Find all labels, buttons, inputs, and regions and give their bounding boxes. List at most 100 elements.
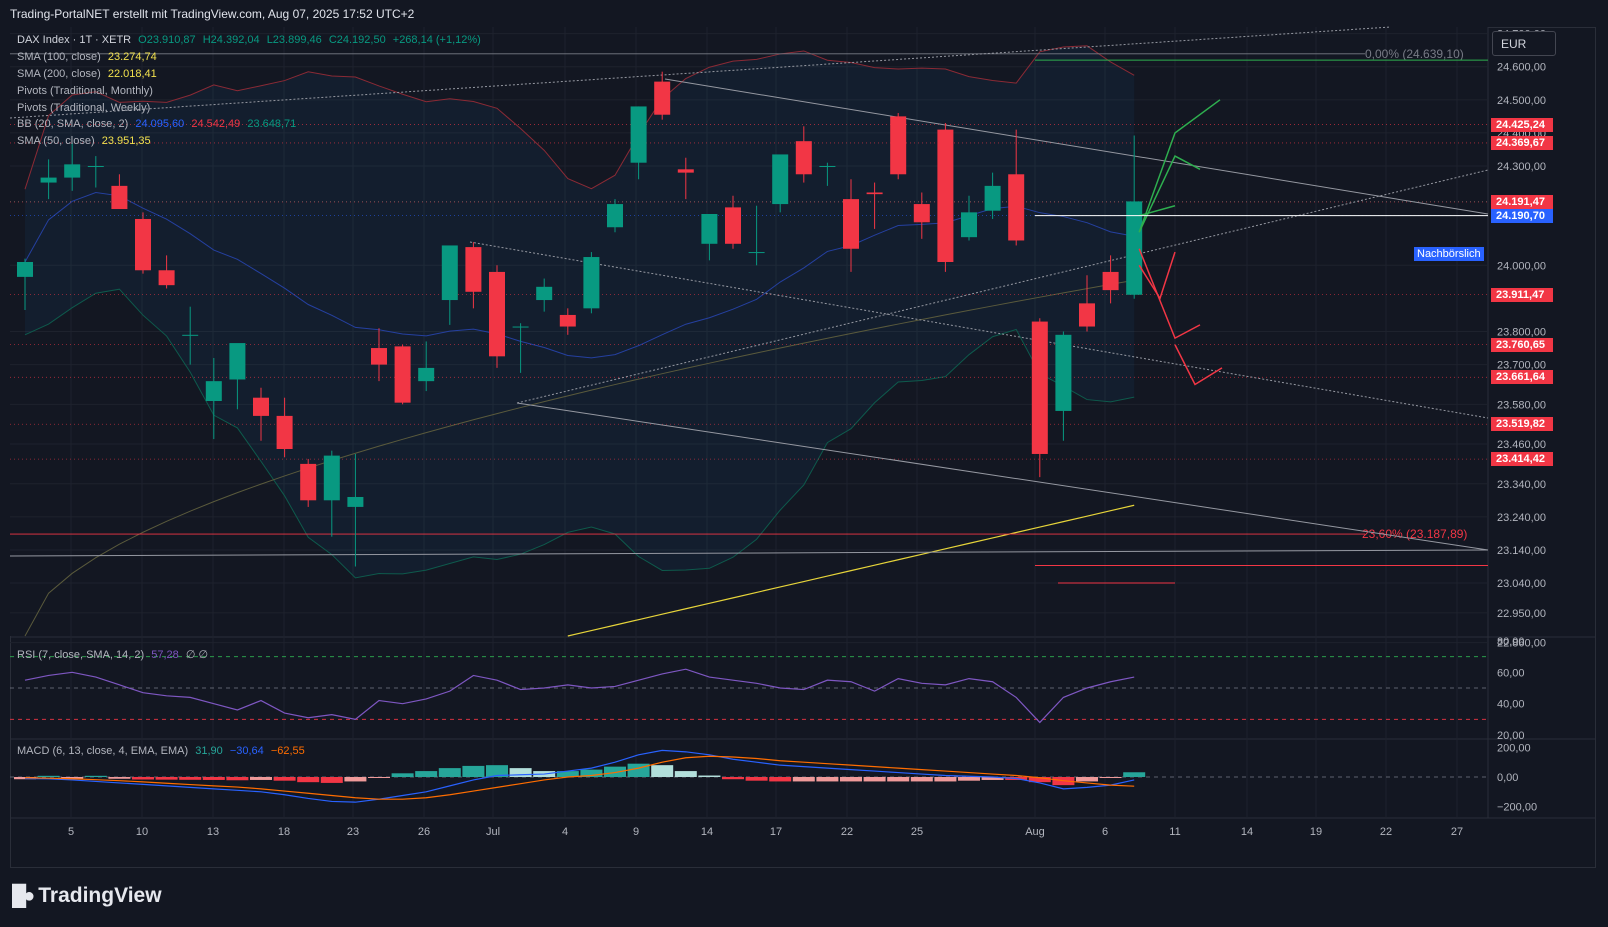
macd-histogram-bar	[486, 765, 508, 777]
macd-histogram-bar	[887, 777, 910, 782]
x-tick-label: 13	[207, 826, 219, 838]
trend-line-lower	[9, 549, 1489, 557]
x-tick-label: 4	[562, 826, 568, 838]
candle-body	[913, 204, 930, 223]
x-tick-label: 14	[701, 826, 713, 838]
macd-histogram-bar	[368, 777, 390, 778]
y-tick-label: 23.460,00	[1497, 439, 1546, 451]
price-axis-label: 24.191,47	[1491, 194, 1553, 209]
legend-sma200[interactable]: SMA (200, close) 22.018,41	[17, 68, 161, 80]
trend-line-dotted-2	[469, 241, 1489, 419]
x-tick-label: 22	[841, 826, 853, 838]
candle-body	[866, 192, 883, 195]
candle-body	[1008, 174, 1025, 241]
macd-histogram-bar	[297, 777, 320, 783]
macd-histogram-bar	[863, 777, 886, 782]
legend-rsi-name: RSI (7, close, SMA, 14, 2)	[17, 649, 145, 661]
y-tick-label: 23.700,00	[1497, 360, 1546, 372]
legend-sma50-value: 23.951,35	[101, 135, 151, 147]
legend-sma100[interactable]: SMA (100, close) 23.274,74	[17, 51, 161, 63]
candle-body	[441, 245, 458, 301]
x-tick-label: 25	[911, 826, 923, 838]
candle-body	[64, 164, 81, 178]
legend-rsi-extra: ∅ ∅	[185, 649, 209, 661]
rsi-line	[24, 668, 1135, 724]
legend-sma100-name: SMA (100, close)	[17, 51, 101, 63]
macd-histogram-bar	[202, 777, 225, 780]
after-hours-label: Nachbörslich	[1414, 247, 1484, 261]
macd-histogram-bar	[509, 768, 532, 777]
legend-bb-v1: 24.095,60	[135, 118, 185, 130]
tradingview-logo[interactable]: █● TradingView	[12, 884, 162, 908]
legend-macd-v1: 31,90	[195, 745, 223, 757]
x-tick-label: 23	[347, 826, 359, 838]
candle-body	[40, 177, 57, 183]
macd-histogram-bar	[910, 777, 933, 782]
candle-body	[465, 247, 482, 292]
legend-sma50[interactable]: SMA (50, close) 23.951,35	[17, 135, 155, 147]
candle-body	[937, 129, 954, 262]
candle-body	[276, 415, 293, 449]
macd-histogram-bar	[320, 777, 343, 783]
price-axis-label: 23.760,65	[1491, 337, 1553, 352]
scenario-arrow-up-3	[1138, 205, 1176, 217]
candle-body	[701, 214, 718, 244]
candle-body	[394, 346, 411, 403]
macd-histogram-bar	[108, 777, 131, 779]
candle-body	[229, 343, 246, 380]
legend-sma50-name: SMA (50, close)	[17, 135, 95, 147]
legend-symbol[interactable]: DAX Index · 1T · XETR	[17, 34, 132, 46]
legend-pivots-weekly[interactable]: Pivots (Traditional, Weekly)	[17, 102, 154, 114]
x-tick-label: 18	[278, 826, 290, 838]
candle-body	[17, 261, 33, 277]
candle-body	[111, 185, 128, 210]
macd-tick-label: 200,00	[1497, 742, 1531, 754]
price-axis-label: 24.369,67	[1491, 135, 1553, 150]
price-axis-label: 24.190,70	[1491, 208, 1553, 223]
candle-body	[1079, 303, 1095, 327]
candle-body	[772, 154, 789, 205]
rsi-tick-label: 20,00	[1497, 730, 1525, 742]
macd-histogram-bar	[84, 775, 107, 777]
legend-sma100-value: 23.274,74	[107, 51, 157, 63]
y-tick-label: 23.340,00	[1497, 479, 1546, 491]
x-tick-label: 22	[1380, 826, 1392, 838]
macd-histogram-bar	[958, 777, 980, 781]
candle-body	[583, 257, 600, 309]
candle-body	[323, 455, 340, 501]
legend-bb[interactable]: BB (20, SMA, close, 2) 24.095,60 24.542,…	[17, 118, 300, 130]
price-axis-label: 24.425,24	[1491, 117, 1553, 132]
legend-macd-v3: −62,55	[270, 745, 305, 757]
legend-pivots-monthly[interactable]: Pivots (Traditional, Monthly)	[17, 85, 157, 97]
rsi-tick-label: 40,00	[1497, 699, 1525, 711]
macd-histogram-bar	[61, 777, 84, 780]
macd-histogram-bar	[132, 777, 154, 780]
currency-button[interactable]: EUR	[1492, 31, 1556, 56]
legend-rsi[interactable]: RSI (7, close, SMA, 14, 2) 57,28 ∅ ∅	[17, 648, 212, 661]
candle-body	[961, 212, 977, 238]
candle-body	[748, 252, 765, 254]
legend-main: DAX Index · 1T · XETR O23.910,87 H24.392…	[17, 34, 485, 46]
macd-histogram-bar	[391, 773, 414, 777]
scenario-arrow-up-2	[1138, 155, 1201, 233]
candle-body	[135, 218, 151, 271]
trend-line-mid	[516, 402, 1489, 551]
macd-histogram-bar	[580, 769, 603, 777]
legend-bb-name: BB (20, SMA, close, 2)	[17, 118, 129, 130]
candle-body	[1055, 334, 1072, 411]
candle-body	[819, 166, 836, 168]
legend-macd[interactable]: MACD (6, 13, close, 4, EMA, EMA) 31,90 −…	[17, 745, 309, 757]
macd-histogram-bar	[745, 777, 768, 781]
candle-body	[654, 81, 671, 115]
macd-histogram-bar	[1099, 777, 1122, 778]
legend-change: +268,14 (+1,12%)	[392, 34, 481, 46]
legend-bb-v3: 23.648,71	[247, 118, 297, 130]
legend-sma200-value: 22.018,41	[107, 68, 157, 80]
candle-body	[158, 270, 175, 286]
y-tick-label: 23.800,00	[1497, 327, 1546, 339]
y-tick-label: 22.860,00	[1497, 638, 1546, 650]
y-tick-label: 23.140,00	[1497, 545, 1546, 557]
macd-histogram-bar	[344, 777, 367, 782]
candle-body	[725, 207, 741, 244]
